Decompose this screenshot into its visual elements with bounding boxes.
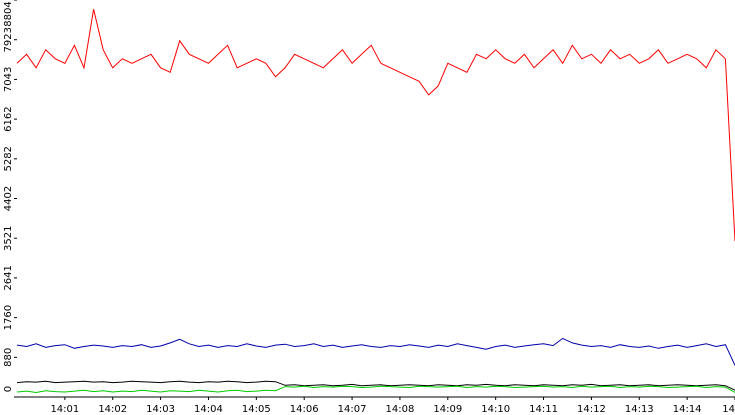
y-tick-label: 2641 <box>3 265 14 290</box>
x-tick-label: 14:04 <box>194 404 223 415</box>
x-tick-label: 14:12 <box>577 404 606 415</box>
series-line <box>16 9 735 242</box>
y-tick-label: 4402 <box>3 186 14 211</box>
x-tick-label: 14:13 <box>625 404 654 415</box>
x-tick-label: 14:10 <box>481 404 510 415</box>
series-line <box>16 337 735 366</box>
series-line <box>16 380 735 391</box>
y-tick-label: 7043 <box>3 67 14 92</box>
y-tick-label: 0 <box>3 386 14 392</box>
x-tick-label: 14:05 <box>242 404 271 415</box>
y-tick-label: 1760 <box>3 305 14 330</box>
x-tick-label: 14:06 <box>290 404 319 415</box>
x-tick-label: 14:08 <box>386 404 415 415</box>
x-tick-label: 14:03 <box>146 404 175 415</box>
x-tick-label: 14:02 <box>98 404 127 415</box>
x-tick-label: 14 <box>722 404 735 415</box>
y-tick-label: 7923 <box>3 27 14 52</box>
x-tick-label: 14:09 <box>433 404 462 415</box>
y-tick-label: 5282 <box>3 146 14 171</box>
y-tick-label: 3521 <box>3 226 14 251</box>
x-tick-label: 14:01 <box>50 404 79 415</box>
series-line <box>16 385 735 394</box>
x-tick-label: 14:14 <box>673 404 702 415</box>
y-tick-label: 6162 <box>3 106 14 131</box>
y-tick-label: 8804 <box>3 1 14 26</box>
x-tick-label: 14:11 <box>529 404 558 415</box>
y-tick-label: 880 <box>3 348 14 367</box>
x-tick-label: 14:07 <box>338 404 367 415</box>
